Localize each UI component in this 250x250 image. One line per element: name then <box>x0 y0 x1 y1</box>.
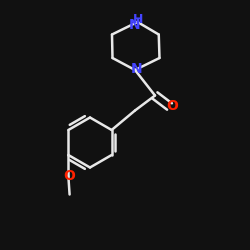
Text: H: H <box>133 13 143 26</box>
Text: N: N <box>129 18 141 32</box>
Text: O: O <box>166 99 178 113</box>
Text: N: N <box>130 62 142 76</box>
Text: O: O <box>63 169 75 183</box>
